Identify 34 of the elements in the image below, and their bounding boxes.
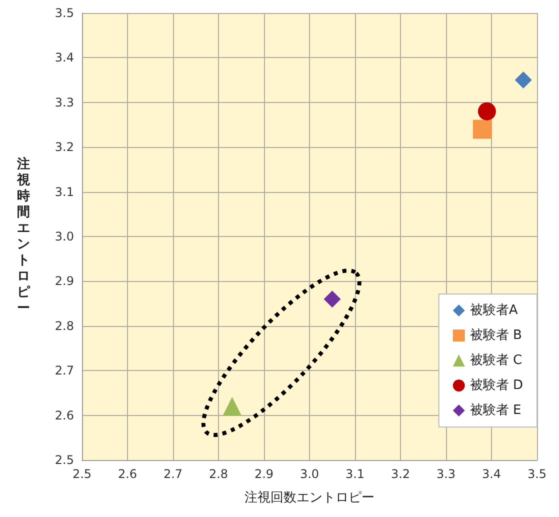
y-tick-label: 3.2 xyxy=(54,140,74,154)
point xyxy=(222,396,242,416)
text: 注視時間エントロピー xyxy=(17,157,30,316)
y-tick-label: 2.7 xyxy=(54,364,74,378)
x-tick-label: 3.1 xyxy=(345,467,365,481)
point xyxy=(324,290,341,308)
point xyxy=(514,72,532,89)
x-tick-label: 3.0 xyxy=(300,467,320,481)
y-tick-label: 2.8 xyxy=(54,318,74,333)
x-tick-label: 2.8 xyxy=(208,467,228,481)
x-tick-label: 2.9 xyxy=(254,467,274,481)
x-tick-label: 3.3 xyxy=(436,467,456,481)
y-tick-label: 3.5 xyxy=(54,6,74,20)
legend-label: 被験者 C xyxy=(470,353,522,368)
x-tick-label: 2.7 xyxy=(163,467,183,481)
y-tick-label: 3.4 xyxy=(54,50,74,65)
y-tick-label: 2.9 xyxy=(54,274,74,288)
x-axis-title: 注視回数エントロピー xyxy=(244,490,374,506)
x-tick-label: 2.5 xyxy=(72,467,92,481)
y-tick-label: 2.5 xyxy=(54,453,74,467)
y-tick-label: 3.0 xyxy=(54,230,74,244)
legend-label: 被験者 B xyxy=(470,328,522,343)
x-tick-label: 3.4 xyxy=(482,467,502,481)
x-tick-label: 2.6 xyxy=(118,467,138,481)
legend-label: 被験者 E xyxy=(470,403,522,418)
x-tick-label: 3.2 xyxy=(390,467,410,481)
x-tick-label: 3.5 xyxy=(527,467,547,481)
y-tick-label: 3.3 xyxy=(54,95,74,110)
y-tick-label: 2.6 xyxy=(54,408,74,422)
y-tick-label: 3.1 xyxy=(54,184,74,199)
legend-label: 被験者A xyxy=(470,303,518,318)
point xyxy=(478,102,496,120)
legend-label: 被験者 D xyxy=(470,378,524,393)
point xyxy=(472,120,492,139)
